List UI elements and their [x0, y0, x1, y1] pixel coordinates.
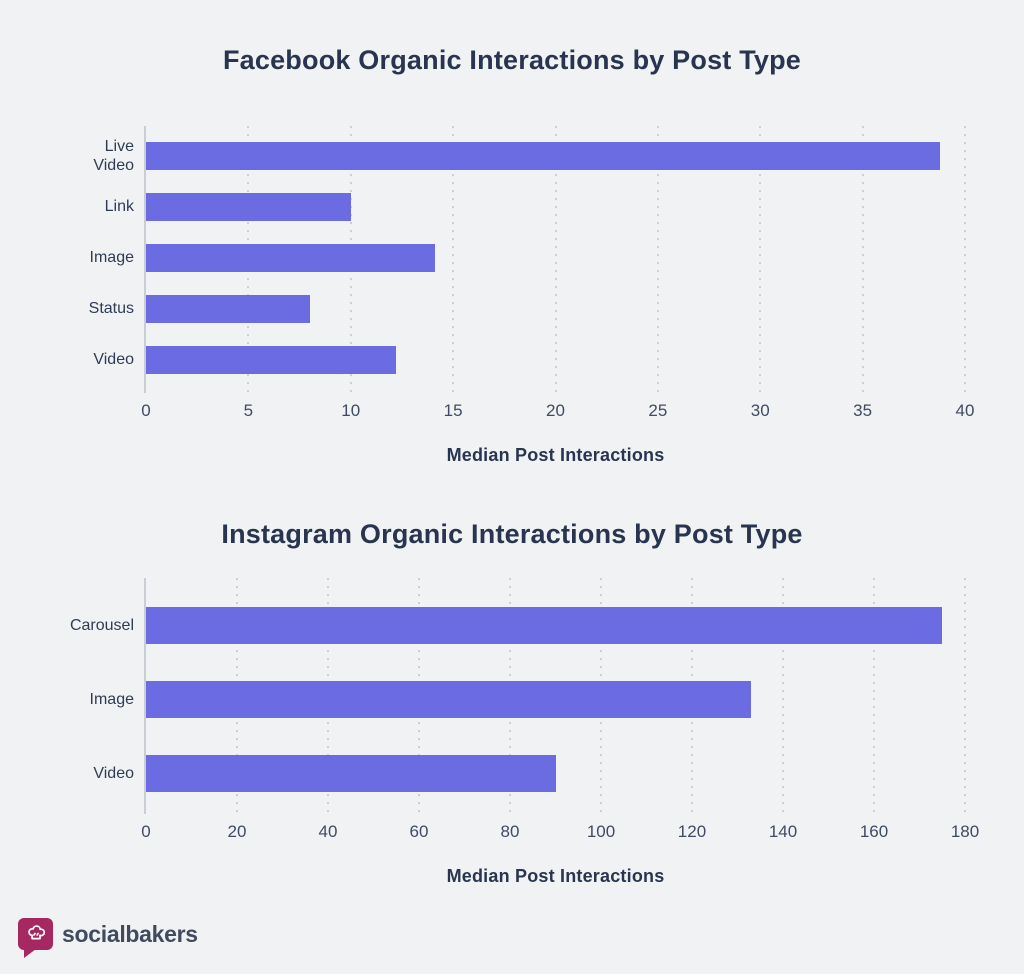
category-label: Live Video [93, 137, 134, 174]
x-tick-label: 0 [141, 822, 151, 841]
x-tick-label: 20 [546, 401, 565, 420]
gridline [452, 126, 455, 393]
bar-row: Status [89, 283, 965, 334]
bar-row: Carousel [70, 588, 965, 662]
x-tick-label: 80 [500, 822, 520, 841]
x-tick-label: 25 [648, 401, 668, 420]
category-label: Status [88, 300, 134, 317]
bar-row: Link [105, 181, 965, 232]
x-tick-label: 15 [443, 401, 463, 420]
bar [146, 294, 310, 323]
chart-instagram: Instagram Organic Interactions by Post T… [0, 518, 1024, 887]
bar-row: Image [90, 232, 965, 283]
bar [146, 243, 435, 272]
y-axis-line [144, 126, 146, 393]
category-label: Carousel [69, 616, 134, 634]
x-tick-label: 100 [586, 822, 616, 841]
x-axis-title: Median Post Interactions [446, 445, 665, 465]
gridline [861, 126, 864, 393]
bar [146, 606, 943, 644]
x-tick-label: 60 [409, 822, 429, 841]
speech-bubble-tail [24, 949, 36, 958]
bar [146, 680, 752, 718]
x-tick-label: 180 [950, 822, 980, 841]
x-tick-label: 35 [853, 401, 873, 420]
plot-area: Carousel Image Video [70, 578, 966, 814]
chef-hat-speech-bubble-icon [18, 918, 53, 958]
gridline [656, 126, 659, 393]
x-tick-label: 120 [677, 822, 707, 841]
x-tick-label: 140 [768, 822, 798, 841]
bar-row: Image [90, 662, 965, 736]
bar-rows: Live Video Link Image Status Video [89, 130, 965, 385]
brand-logo: socialbakers [18, 918, 198, 958]
bar-row: Video [93, 334, 965, 385]
y-axis-line [144, 578, 146, 814]
chart-title: Instagram Organic Interactions by Post T… [221, 519, 803, 549]
bar [146, 754, 556, 792]
chart-title: Facebook Organic Interactions by Post Ty… [222, 45, 802, 75]
category-label: Video [93, 351, 134, 368]
x-axis-title: Median Post Interactions [446, 866, 665, 886]
x-tick-label: 10 [341, 401, 361, 420]
x-tick-label: 40 [318, 822, 338, 841]
bar [146, 345, 396, 374]
gridline [782, 578, 784, 814]
bar-rows: Carousel Image Video [70, 588, 965, 810]
category-label: Image [89, 690, 134, 708]
x-tick-label: 30 [750, 401, 770, 420]
gridline [554, 126, 557, 393]
chart-facebook: Facebook Organic Interactions by Post Ty… [0, 44, 1024, 466]
category-label: Video [93, 764, 134, 782]
x-tick-label: 0 [141, 401, 151, 420]
bar-row: Video [93, 736, 965, 810]
bar [146, 192, 351, 221]
category-label: Link [104, 198, 134, 215]
x-axis-ticks: 0 20 40 60 80 100 120 140 160 180 [141, 822, 979, 842]
charts-container: Facebook Organic Interactions by Post Ty… [0, 44, 1024, 887]
x-tick-label: 20 [227, 822, 247, 841]
gridline [964, 126, 966, 393]
gridline [964, 578, 966, 814]
bar-row: Live Video [93, 130, 965, 181]
brand-name: socialbakers [62, 920, 198, 947]
gridline [759, 126, 762, 393]
plot-area: Live Video Link Image Status Video [89, 126, 966, 393]
x-tick-label: 40 [955, 401, 975, 420]
gridline [873, 578, 875, 814]
bar [146, 141, 941, 170]
x-axis-ticks: 0 5 10 15 20 25 30 35 40 [141, 401, 974, 421]
x-tick-label: 5 [243, 401, 254, 420]
x-tick-label: 160 [859, 822, 889, 841]
category-label: Image [89, 249, 134, 266]
